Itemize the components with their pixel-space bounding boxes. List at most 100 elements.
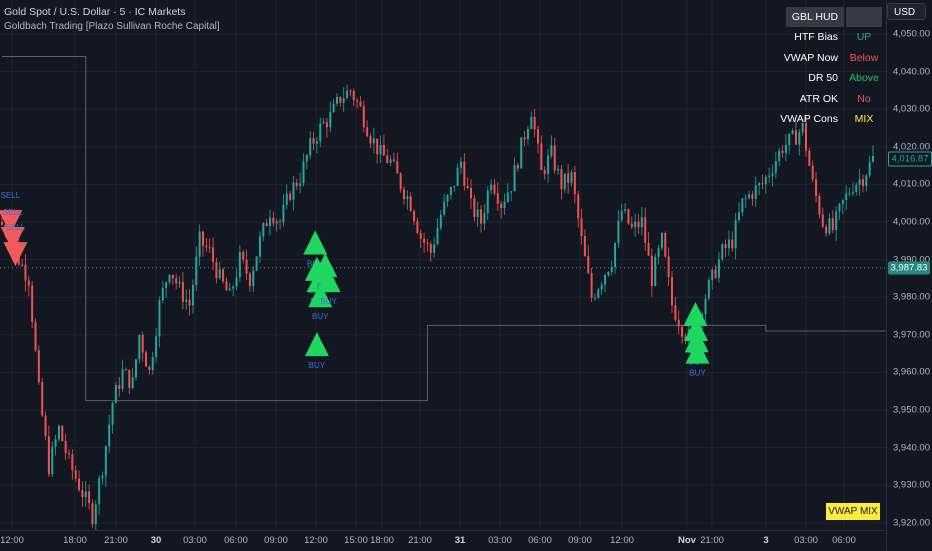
time-tick: 21:00: [700, 535, 724, 546]
candle: [815, 171, 818, 203]
candle: [319, 117, 322, 148]
candle-body: [748, 194, 751, 198]
ref-price-label: 3,987.83: [888, 261, 930, 275]
candle: [332, 98, 335, 113]
candle: [158, 296, 161, 348]
price-tick: 3,950.00: [893, 404, 930, 416]
time-tick: 03:00: [488, 535, 512, 546]
candle-body: [707, 280, 710, 299]
candle-body: [21, 264, 24, 266]
hud-row: ATR OK No: [786, 89, 882, 110]
time-tick: 09:00: [568, 535, 592, 546]
candle: [520, 137, 523, 169]
candle-body: [751, 194, 754, 199]
price-tick: 4,020.00: [893, 141, 930, 153]
grid-lines: [0, 0, 886, 530]
candle: [791, 128, 794, 136]
candle-body: [255, 256, 258, 271]
candle: [801, 122, 804, 136]
candle: [386, 148, 389, 164]
indicator-title[interactable]: Goldbach Trading [Plazo Sullivan Roche C…: [4, 21, 220, 32]
candle-body: [681, 326, 684, 337]
candle-body: [567, 173, 570, 183]
candle: [272, 211, 275, 227]
candle: [858, 168, 861, 196]
candle-body: [486, 190, 489, 214]
candle: [473, 194, 476, 222]
chart-area[interactable]: SELLSELLSELLBUYBUYBUYBUYBUYBUYBUYBUYBUYB…: [0, 0, 886, 530]
candle-body: [805, 123, 807, 151]
candle: [376, 138, 379, 164]
candle: [513, 157, 516, 192]
candle: [557, 164, 560, 175]
candle-body: [526, 128, 529, 140]
time-axis[interactable]: 12:00 18:00 21:00 30 03:00 06:00 09:00 12:00 15:…: [0, 530, 886, 551]
candle: [506, 183, 509, 203]
candle: [145, 350, 148, 367]
hud-row-label: ATR OK: [799, 92, 838, 105]
candle: [423, 232, 426, 253]
candle: [128, 369, 131, 394]
candle-body: [617, 220, 620, 244]
candle-body: [118, 385, 121, 389]
candle-body: [543, 170, 546, 174]
candle: [64, 433, 67, 461]
candle-body: [362, 106, 365, 128]
candle: [825, 224, 828, 237]
price-axis[interactable]: 4,050.00 4,040.00 4,030.00 4,020.00 4,010.00…: [886, 0, 932, 550]
candle-body: [510, 191, 513, 193]
candle: [356, 97, 359, 109]
candle: [573, 165, 576, 204]
candle: [295, 178, 298, 190]
candle: [305, 153, 308, 170]
hud-row-value: Below: [849, 51, 879, 64]
candle-body: [272, 217, 275, 224]
buy-triangle-marker: [684, 328, 709, 353]
candle-body: [724, 244, 727, 249]
price-tick: 3,920.00: [893, 517, 930, 529]
candle-body: [453, 185, 456, 188]
candle: [265, 218, 268, 227]
candle-body: [711, 269, 714, 281]
candle-body: [423, 238, 426, 243]
candle: [131, 367, 134, 390]
candle-body: [704, 298, 707, 315]
candle-body: [610, 267, 613, 272]
candle: [74, 465, 77, 482]
price-chart[interactable]: SELLSELLSELLBUYBUYBUYBUYBUYBUYBUYBUYBUYB…: [0, 0, 886, 530]
candle: [372, 127, 375, 154]
candle: [503, 193, 506, 216]
candle: [71, 449, 74, 480]
currency-button[interactable]: USD: [887, 3, 926, 20]
time-tick: 06:00: [832, 535, 856, 546]
candle-body: [727, 239, 730, 249]
candle: [510, 191, 513, 202]
candle-body: [426, 242, 429, 244]
candle: [198, 224, 201, 267]
candle-body: [104, 446, 107, 476]
candle-body: [741, 198, 744, 213]
candle: [289, 191, 292, 202]
candle-body: [761, 183, 764, 185]
candle-body: [758, 183, 761, 186]
symbol-title[interactable]: Gold Spot / U.S. Dollar · 5 · IC Markets: [4, 6, 186, 18]
candle-body: [64, 441, 67, 454]
candle-body: [446, 195, 449, 202]
candle-body: [838, 204, 841, 212]
candle: [526, 126, 529, 145]
candle-body: [868, 161, 871, 176]
candle-body: [560, 168, 563, 190]
candle: [818, 193, 821, 219]
candle-body: [88, 491, 91, 504]
candle: [704, 294, 707, 322]
candle: [47, 425, 50, 477]
candle: [279, 218, 282, 230]
candle-body: [222, 269, 225, 282]
candle: [553, 137, 556, 174]
candle: [108, 414, 111, 453]
candle: [181, 271, 184, 310]
candle: [282, 194, 285, 227]
candle: [339, 96, 342, 107]
candle: [734, 212, 737, 260]
candle: [396, 152, 399, 174]
